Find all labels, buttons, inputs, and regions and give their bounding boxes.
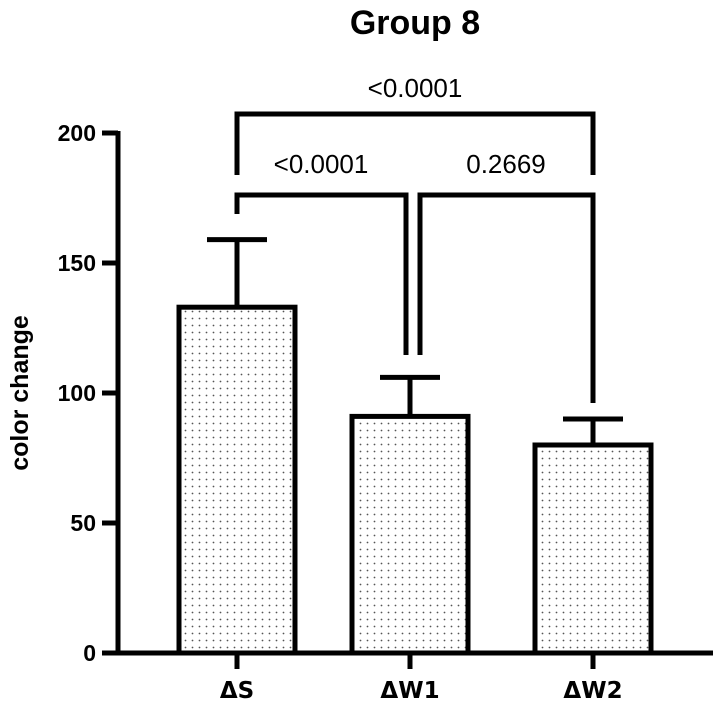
bracket-0 — [234, 192, 409, 355]
p-value-label-2: <0.0001 — [368, 73, 463, 103]
significance-brackets: <0.0001 0.2669 <0.0001 — [234, 73, 596, 403]
x-tick-label-1: ΔW1 — [380, 678, 439, 704]
bar-2 — [532, 442, 654, 656]
y-axis-label: color change — [6, 315, 34, 471]
bracket-1 — [417, 192, 596, 403]
y-tick-label-0: 0 — [83, 640, 96, 666]
bar-0 — [176, 304, 298, 656]
bars — [176, 237, 654, 656]
bracket-2 — [234, 111, 596, 175]
bar-1 — [349, 413, 471, 656]
chart-title: Group 8 — [350, 4, 480, 42]
p-value-label-1: 0.2669 — [466, 149, 546, 179]
x-tick-label-0: ΔS — [220, 678, 254, 704]
y-tick-label-150: 150 — [58, 250, 96, 276]
y-tick-label-100: 100 — [58, 380, 96, 406]
x-tick-label-2: ΔW2 — [563, 678, 622, 704]
p-value-label-0: <0.0001 — [274, 149, 369, 179]
y-tick-label-50: 50 — [70, 510, 96, 536]
y-tick-label-200: 200 — [58, 120, 96, 146]
